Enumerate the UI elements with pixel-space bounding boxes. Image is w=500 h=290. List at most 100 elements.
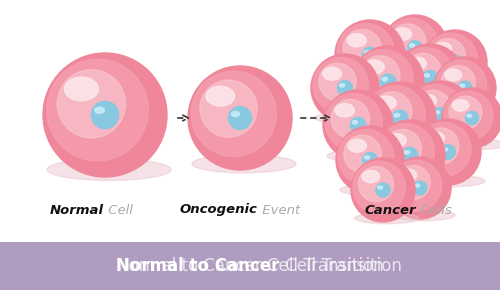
Circle shape <box>383 129 422 168</box>
Ellipse shape <box>419 175 485 187</box>
Circle shape <box>338 129 394 185</box>
Circle shape <box>313 57 369 113</box>
Ellipse shape <box>442 148 448 151</box>
Circle shape <box>382 15 448 81</box>
Ellipse shape <box>450 58 454 61</box>
Circle shape <box>338 81 352 95</box>
Ellipse shape <box>394 28 411 40</box>
Ellipse shape <box>355 213 419 224</box>
Text: Cancer: Cancer <box>365 204 416 217</box>
Ellipse shape <box>376 96 396 110</box>
Circle shape <box>408 41 422 55</box>
Circle shape <box>448 55 462 69</box>
Ellipse shape <box>348 139 366 152</box>
Circle shape <box>228 106 252 129</box>
Circle shape <box>372 92 412 131</box>
Circle shape <box>415 119 481 185</box>
Circle shape <box>436 60 486 111</box>
Ellipse shape <box>327 150 397 162</box>
Circle shape <box>442 88 500 148</box>
Circle shape <box>423 30 487 94</box>
Circle shape <box>402 147 417 163</box>
Ellipse shape <box>404 151 409 154</box>
Circle shape <box>390 24 426 60</box>
Circle shape <box>325 93 382 151</box>
Ellipse shape <box>438 110 500 121</box>
Ellipse shape <box>434 111 440 114</box>
Circle shape <box>43 53 167 177</box>
Ellipse shape <box>410 44 414 47</box>
Ellipse shape <box>379 180 449 192</box>
Ellipse shape <box>415 184 420 187</box>
Circle shape <box>188 66 292 170</box>
Circle shape <box>422 70 438 86</box>
Circle shape <box>351 158 415 222</box>
Circle shape <box>362 153 378 168</box>
Ellipse shape <box>64 77 98 101</box>
Circle shape <box>364 82 436 154</box>
Circle shape <box>458 81 472 95</box>
Ellipse shape <box>434 42 452 55</box>
Ellipse shape <box>378 186 382 189</box>
Text: Cell: Cell <box>104 204 133 217</box>
Circle shape <box>389 157 451 219</box>
Ellipse shape <box>424 74 430 77</box>
Circle shape <box>392 110 408 126</box>
Circle shape <box>413 181 427 195</box>
Ellipse shape <box>460 84 464 87</box>
Ellipse shape <box>356 107 428 120</box>
Ellipse shape <box>427 85 491 96</box>
Ellipse shape <box>446 139 500 150</box>
Circle shape <box>444 91 493 140</box>
Ellipse shape <box>408 57 426 70</box>
Circle shape <box>404 53 441 90</box>
Circle shape <box>92 102 118 129</box>
Circle shape <box>406 81 474 149</box>
Circle shape <box>430 39 466 74</box>
Ellipse shape <box>352 121 358 124</box>
Text: Oncogenic: Oncogenic <box>180 204 258 217</box>
Circle shape <box>441 65 475 99</box>
Circle shape <box>337 23 394 81</box>
Circle shape <box>58 70 126 138</box>
Ellipse shape <box>232 111 239 117</box>
Ellipse shape <box>400 169 416 181</box>
Circle shape <box>352 46 424 118</box>
Circle shape <box>432 108 448 122</box>
Circle shape <box>331 99 370 138</box>
Ellipse shape <box>347 34 366 47</box>
Ellipse shape <box>452 100 469 111</box>
Circle shape <box>398 47 454 103</box>
Circle shape <box>417 122 471 176</box>
Circle shape <box>380 74 396 90</box>
Text: Cells: Cells <box>416 204 452 217</box>
Ellipse shape <box>315 112 383 124</box>
Circle shape <box>353 161 406 214</box>
Ellipse shape <box>339 80 409 92</box>
Circle shape <box>191 71 276 157</box>
Bar <box>0 242 500 290</box>
Text: Normal: Normal <box>50 204 104 217</box>
Ellipse shape <box>387 134 406 147</box>
Ellipse shape <box>340 84 344 87</box>
Ellipse shape <box>362 171 380 183</box>
Circle shape <box>422 128 459 164</box>
Ellipse shape <box>382 77 388 81</box>
Circle shape <box>376 183 390 197</box>
Ellipse shape <box>322 67 342 80</box>
Circle shape <box>350 117 366 133</box>
Circle shape <box>396 165 430 200</box>
Ellipse shape <box>426 132 444 144</box>
Ellipse shape <box>364 50 370 54</box>
Ellipse shape <box>400 102 468 114</box>
Ellipse shape <box>467 114 471 117</box>
Circle shape <box>336 126 404 194</box>
Ellipse shape <box>340 184 408 196</box>
Circle shape <box>46 59 148 161</box>
Circle shape <box>323 90 393 160</box>
Circle shape <box>449 96 482 129</box>
Ellipse shape <box>47 159 171 180</box>
Ellipse shape <box>410 139 478 151</box>
Ellipse shape <box>364 60 384 74</box>
Circle shape <box>358 167 394 202</box>
